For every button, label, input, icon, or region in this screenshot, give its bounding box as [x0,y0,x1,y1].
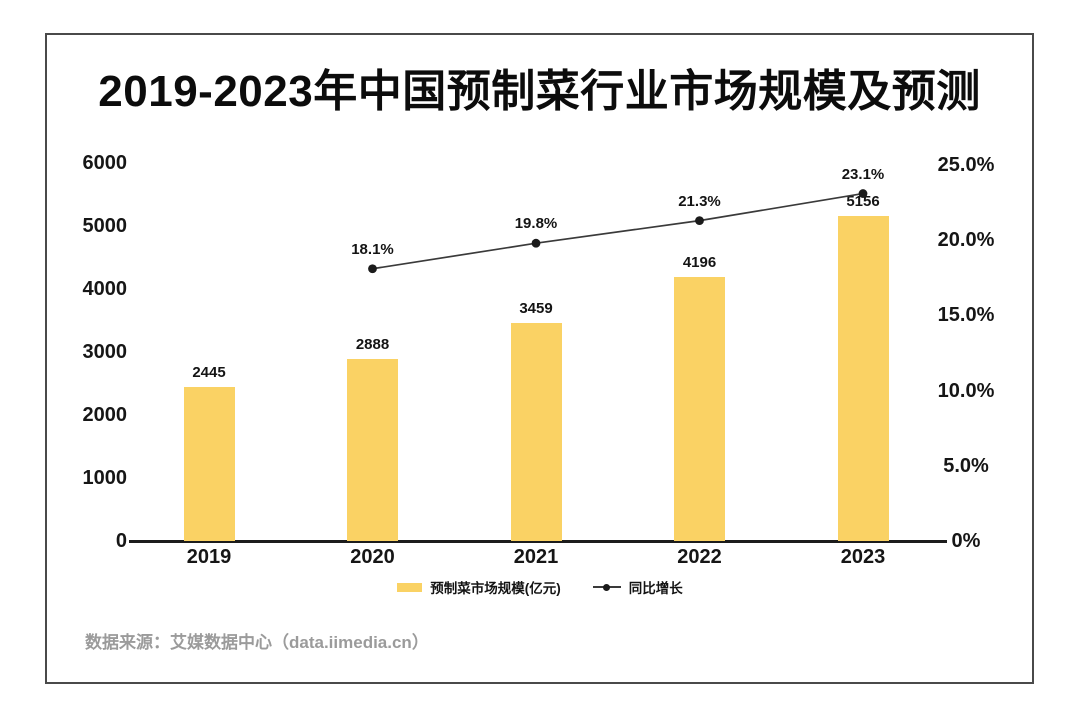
x-axis-category-label: 2020 [350,546,395,568]
growth-line [372,192,864,270]
bar [674,276,725,541]
y-axis-tick-label: 2000 [82,404,128,426]
secondary-axis-tick-label: 5.0% [943,454,989,477]
bar [183,386,235,541]
bar-value-label: 2888 [355,336,390,354]
x-axis-line [129,540,947,543]
secondary-axis-tick-label: 15.0% [937,304,995,327]
legend-item-bar: 预制菜市场规模(亿元) [397,577,561,597]
bar [347,359,398,541]
line-point [695,216,704,226]
y-axis-tick-label: 4000 [82,278,128,300]
y-axis-tick-label: 3000 [82,341,128,363]
secondary-axis-tick-label: 20.0% [937,229,995,252]
bar-series-swatch [397,582,423,592]
bar-value-label: 4196 [682,253,717,271]
secondary-axis-tick-label: 10.0% [937,379,995,402]
line-value-label: 18.1% [351,240,394,258]
data-source-note: 数据来源：艾媒数据中心（data.iimedia.cn） [85,633,429,652]
x-axis-category-label: 2022 [677,546,722,568]
legend-item-line: 同比增长 [592,577,683,597]
secondary-axis-tick-label: 25.0% [937,154,995,176]
legend-line-label: 同比增长 [628,581,683,596]
y-axis-tick-label: 0 [115,530,127,552]
x-axis-category-label: 2023 [840,546,886,568]
x-axis-category-label: 2019 [186,546,232,568]
line-point [531,238,541,248]
y-axis-tick-label: 6000 [82,152,128,174]
chart-title: 2019-2023年中国预制菜行业市场规模及预测 [98,67,981,116]
bar [510,323,562,541]
line-series-marker-icon [592,583,621,592]
y-axis-tick-label: 5000 [82,215,128,237]
y-axis-tick-label: 1000 [82,467,128,489]
bar-value-label: 5156 [846,193,880,211]
legend: 预制菜市场规模(亿元) 同比增长 [0,577,1080,597]
line-value-label: 21.3% [678,192,721,210]
line-point [368,264,377,274]
secondary-axis-tick-label: 0% [951,530,981,552]
legend-bar-label: 预制菜市场规模(亿元) [430,581,561,596]
line-value-label: 23.1% [841,165,885,183]
bar-value-label: 3459 [519,300,553,318]
bar [837,216,889,541]
bar-value-label: 2445 [192,363,226,381]
line-value-label: 19.8% [514,215,558,233]
x-axis-category-label: 2021 [513,546,559,568]
